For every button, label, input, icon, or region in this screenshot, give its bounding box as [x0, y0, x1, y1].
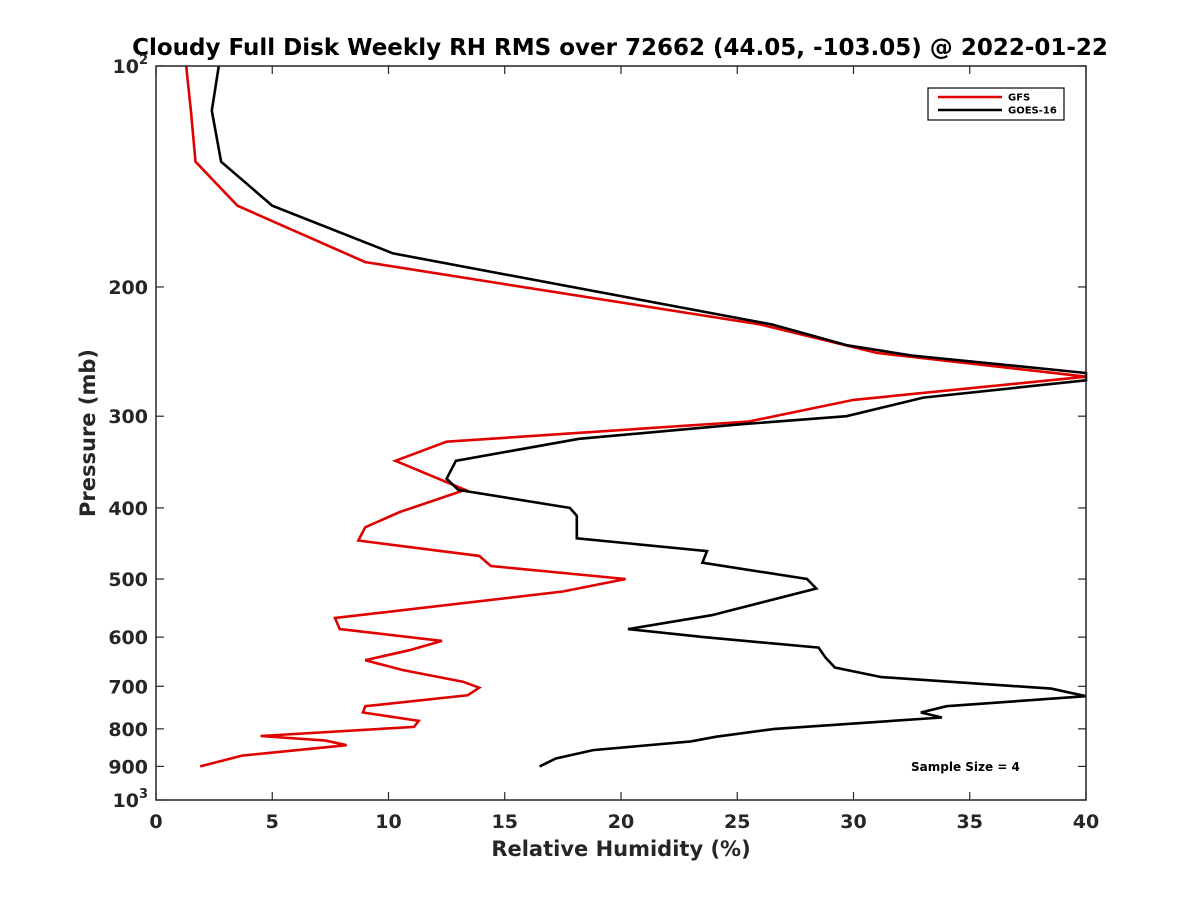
y-tick-label: 400 [108, 498, 148, 520]
x-tick-label: 20 [608, 811, 634, 833]
x-tick-label: 10 [375, 811, 401, 833]
x-tick-label: 0 [149, 811, 162, 833]
y-tick-label: 500 [108, 569, 148, 591]
series-line-gfs [184, 65, 1087, 768]
series-lines [184, 65, 1088, 768]
x-axis-label: Relative Humidity (%) [491, 837, 750, 861]
legend-box [927, 87, 1065, 121]
y-tick-label: 700 [108, 676, 148, 698]
y-tick-label: 900 [108, 756, 148, 778]
x-tick-labels: 0 5 10 15 20 25 30 35 40 [149, 811, 1099, 833]
x-tick-label: 30 [840, 811, 866, 833]
sample-size-annotation: Sample Size = 4 [911, 760, 1020, 774]
y-axis-label: Pressure (mb) [76, 349, 100, 517]
y-tick-label: 800 [108, 719, 148, 741]
x-tick-label: 5 [266, 811, 279, 833]
legend-label-goes16: GOES-16 [1008, 106, 1057, 117]
x-tick-label: 25 [724, 811, 750, 833]
legend-label-gfs: GFS [1008, 93, 1030, 104]
x-tick-label: 15 [492, 811, 518, 833]
series-line-goes16 [210, 65, 1088, 768]
x-tick-label: 40 [1073, 811, 1099, 833]
legend: GFS GOES-16 [927, 87, 1065, 121]
y-tick-label: 200 [108, 277, 148, 299]
y-tick-label: 300 [108, 406, 148, 428]
plot-frame [155, 65, 1087, 801]
chart-title: Cloudy Full Disk Weekly RH RMS over 7266… [132, 35, 1108, 61]
y-tick-label: 103 [113, 787, 149, 812]
y-tick-label: 600 [108, 627, 148, 649]
x-tick-label: 35 [957, 811, 983, 833]
